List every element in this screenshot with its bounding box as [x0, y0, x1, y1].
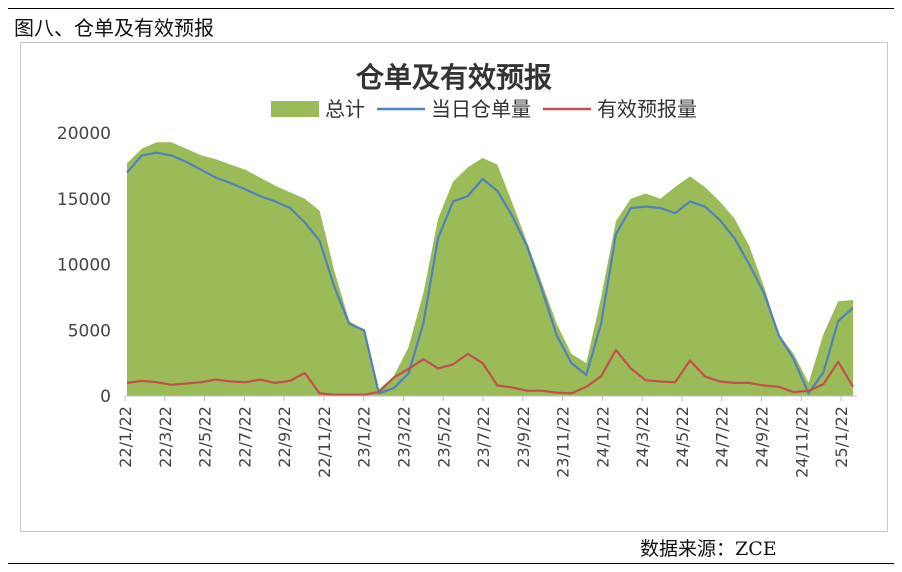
x-tick-label: 24/1/22: [593, 406, 612, 468]
chart-title: 仓单及有效预报: [356, 61, 552, 94]
x-axis: 22/1/22 22/3/22 22/5/22 22/7/22 22/9/22 22/11…: [116, 395, 857, 478]
chart-panel: 仓单及有效预报 总计 当日仓单量 有效预报量 0 5000 10000 15000 2000…: [20, 42, 888, 532]
y-tick-label: 0: [100, 387, 111, 407]
x-tick-label: 25/1/22: [832, 406, 851, 468]
x-tick-label: 24/5/22: [673, 406, 692, 468]
data-source-note: 数据来源：ZCE: [640, 538, 777, 560]
series-area-0: [127, 142, 853, 396]
legend-label: 当日仓单量: [431, 97, 531, 121]
x-tick-label: 22/11/22: [315, 406, 334, 478]
x-tick-label: 23/1/22: [355, 406, 374, 468]
legend-swatch: [271, 101, 319, 117]
x-tick-label: 24/3/22: [633, 406, 652, 468]
x-tick-label: 24/7/22: [713, 406, 732, 468]
figure-frame: [8, 8, 894, 564]
x-tick-label: 22/9/22: [275, 406, 294, 468]
x-tick-label: 23/11/22: [554, 406, 573, 478]
legend-label: 总计: [325, 97, 365, 121]
x-tick-label: 23/7/22: [474, 406, 493, 468]
y-tick-label: 20000: [57, 124, 111, 144]
x-tick-label: 23/3/22: [394, 406, 413, 468]
series-line-2: [126, 348, 854, 396]
figure-caption: 图八、仓单及有效预报: [14, 16, 214, 40]
y-tick-label: 15000: [57, 190, 111, 210]
legend-label: 有效预报量: [597, 97, 697, 121]
y-axis: 0 5000 10000 15000 20000: [57, 124, 111, 407]
x-tick-label: 22/3/22: [156, 406, 175, 468]
x-tick-label: 23/5/22: [434, 406, 453, 468]
series-line-1: [126, 151, 854, 395]
plot-area: [126, 142, 854, 396]
y-tick-label: 5000: [68, 321, 111, 341]
y-tick-label: 10000: [57, 256, 111, 276]
x-tick-label: 24/9/22: [753, 406, 772, 468]
x-tick-label: 22/1/22: [116, 406, 135, 468]
x-tick-label: 24/11/22: [792, 406, 811, 478]
x-tick-label: 22/5/22: [196, 406, 215, 468]
x-tick-label: 22/7/22: [235, 406, 254, 468]
chart-svg: 仓单及有效预报 总计 当日仓单量 有效预报量 0 5000 10000 15000 2000…: [57, 61, 857, 478]
x-tick-label: 23/9/22: [514, 406, 533, 468]
chart-legend: 总计 当日仓单量 有效预报量: [271, 97, 697, 121]
